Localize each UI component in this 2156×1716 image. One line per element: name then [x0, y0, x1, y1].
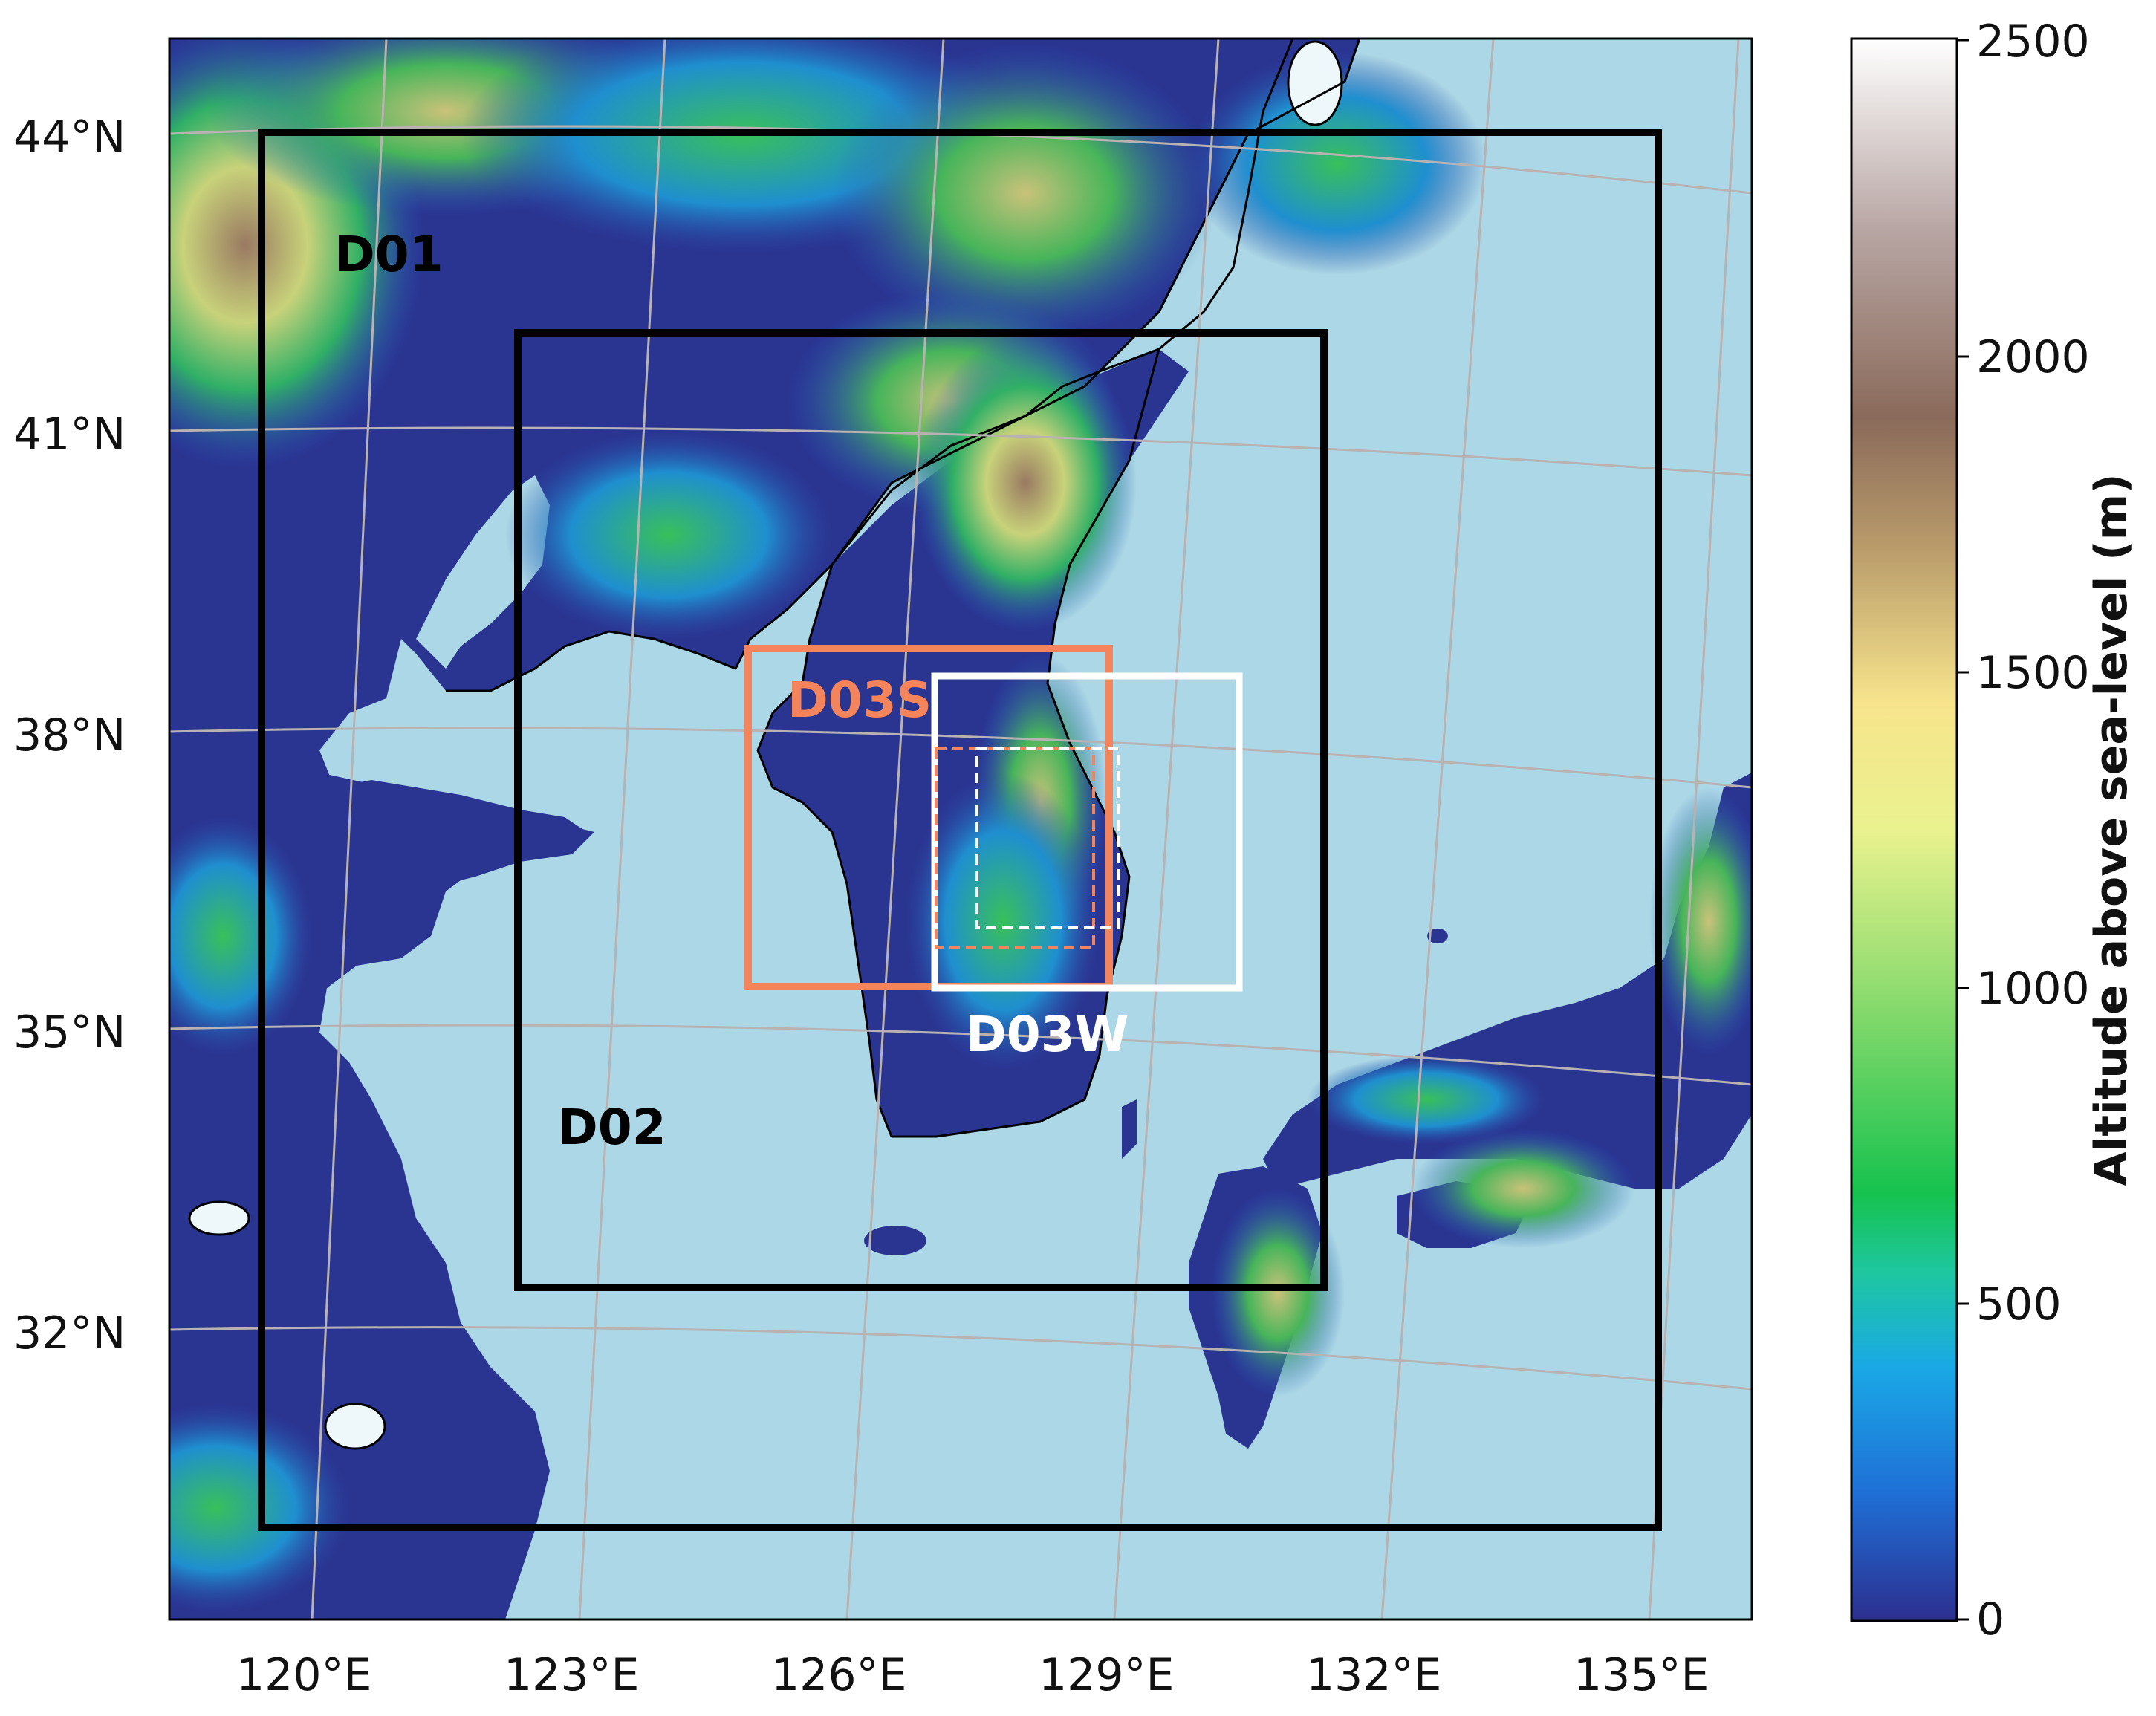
lon-label-123: 123°E: [504, 1649, 639, 1701]
lat-label-44: 44°N: [13, 111, 126, 163]
lake-hongze: [188, 1200, 250, 1236]
lat-label-38: 38°N: [13, 709, 126, 761]
lat-label-32: 32°N: [13, 1307, 126, 1359]
colorbar-tick-marks: [1957, 39, 1969, 1621]
colorbar-tick-2000: 2000: [1976, 331, 2090, 383]
border-china-korea: [831, 39, 1294, 565]
domain-d03s-inner-box: [935, 747, 1095, 949]
domain-label-d02: D02: [557, 1099, 666, 1156]
colorbar-tick-1500: 1500: [1976, 647, 2090, 699]
lon-label-129: 129°E: [1039, 1649, 1174, 1701]
land-islet: [1427, 929, 1448, 943]
lat-label-41: 41°N: [13, 409, 126, 461]
colorbar-label: Altitude above sea-level (m): [2085, 473, 2137, 1186]
lon-label-135: 135°E: [1574, 1649, 1709, 1701]
lon-label-126: 126°E: [771, 1649, 906, 1701]
terrain-relief: [169, 39, 1752, 1612]
map-panel: D01 D02 D03S D03W: [169, 39, 1752, 1619]
lon-label-132: 132°E: [1306, 1649, 1441, 1701]
land-shandong: [297, 773, 594, 929]
domain-d02-box: [514, 329, 1328, 1291]
lon-axis: 120°E 123°E 126°E 129°E 132°E 135°E: [236, 1649, 1709, 1701]
domain-d01-box: [258, 129, 1662, 1531]
lake-taihu: [324, 1403, 386, 1450]
colorbar-tick-500: 500: [1976, 1278, 2062, 1330]
colorbar-tick-1000: 1000: [1976, 963, 2090, 1015]
lat-label-35: 35°N: [13, 1007, 126, 1059]
land-mainland: [169, 39, 1360, 1619]
domain-label-d03s: D03S: [788, 672, 932, 729]
land-tsushima: [1122, 1099, 1137, 1159]
map-frame: [168, 37, 1753, 1621]
colorbar-tick-0: 0: [1976, 1593, 2004, 1645]
domain-label-d01: D01: [334, 226, 444, 283]
domain-label-d03w: D03W: [966, 1006, 1129, 1063]
colorbar-tick-2500: 2500: [1976, 16, 2090, 68]
colorbar-gradient: [1850, 37, 1958, 1622]
lon-label-120: 120°E: [236, 1649, 371, 1701]
lat-axis: 44°N 41°N 38°N 35°N 32°N: [13, 111, 126, 1359]
land-jeju: [864, 1226, 926, 1255]
domain-d03w-inner-box: [975, 747, 1120, 929]
domain-d03s-box: [744, 645, 1113, 990]
colorbar: 0 500 1000 1500 2000 2500 Altitude above…: [1850, 16, 2137, 1645]
lake-khanka: [1287, 40, 1343, 126]
